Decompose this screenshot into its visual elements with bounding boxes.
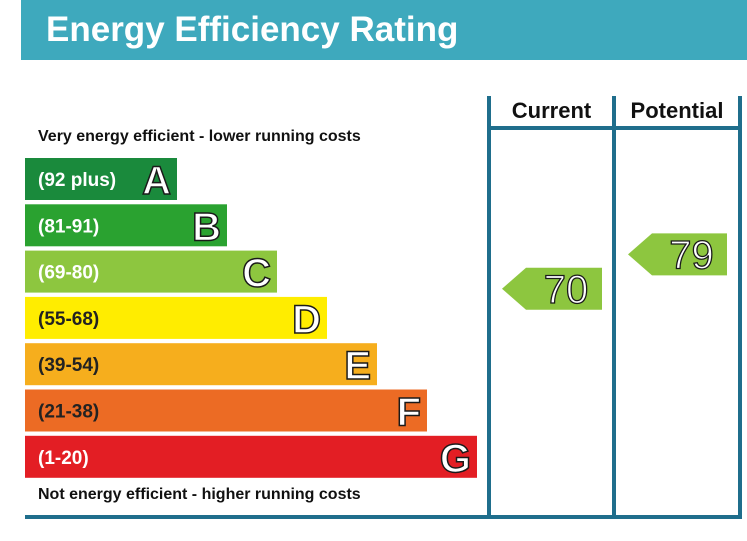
band-e-bar [25, 343, 377, 386]
band-f-bar [25, 389, 427, 432]
header-banner: Energy Efficiency Rating [21, 0, 747, 60]
page-title: Energy Efficiency Rating [46, 10, 459, 49]
band-g-range: (1-20) [38, 448, 89, 469]
band-d-bar [25, 296, 327, 339]
band-d-range: (55-68) [38, 309, 99, 330]
current-rating-value: 70 [544, 268, 589, 312]
band-f-letter: F [397, 391, 421, 435]
band-a-range: (92 plus) [38, 170, 116, 191]
potential-rating-value: 79 [669, 233, 714, 277]
current-rating-arrow [502, 267, 602, 310]
band-c-letter: C [242, 252, 271, 296]
top-note: Very energy efficient - lower running co… [38, 128, 361, 145]
band-a-bar [25, 158, 177, 200]
band-e-range: (39-54) [38, 355, 99, 376]
bottom-note: Not energy efficient - higher running co… [38, 486, 361, 503]
potential-rating-arrow [628, 233, 727, 276]
band-b-letter: B [192, 205, 221, 249]
band-c-range: (69-80) [38, 263, 99, 284]
band-c-bar [25, 250, 277, 293]
band-a-letter: A [142, 159, 171, 203]
band-e-letter: E [344, 344, 371, 388]
column-header-current: Current [512, 98, 592, 123]
band-g-letter: G [440, 437, 471, 481]
band-g-bar [25, 435, 477, 478]
band-d-letter: D [292, 298, 321, 342]
band-f-range: (21-38) [38, 402, 99, 423]
column-header-potential: Potential [631, 98, 724, 123]
band-b-range: (81-91) [38, 216, 99, 237]
band-b-bar [25, 204, 227, 247]
